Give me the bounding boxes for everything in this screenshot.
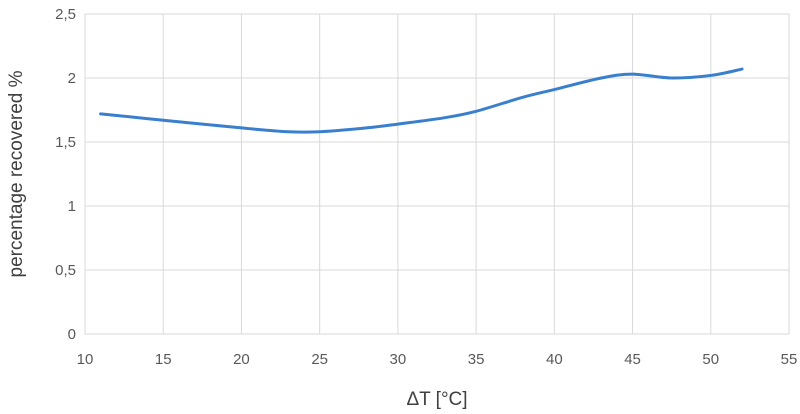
x-tick-label: 15 [155,351,172,368]
grid [84,13,790,335]
x-tick-label: 25 [311,351,328,368]
x-axis-title: ΔT [°C] [406,389,467,410]
x-tick-label: 20 [233,351,250,368]
x-tick-label: 40 [546,351,563,368]
tick-labels: 10 15 20 25 30 35 40 45 50 55 0 0,5 1 1,5 2 2,5 [55,6,797,368]
y-tick-label: 0 [68,326,76,343]
x-tick-label: 10 [77,351,94,368]
y-tick-label: 1,5 [55,134,76,151]
y-tick-label: 0,5 [55,262,76,279]
y-tick-label: 2 [68,70,76,87]
x-tick-label: 35 [468,351,485,368]
series-layer [99,67,744,134]
x-tick-label: 30 [390,351,407,368]
y-tick-label: 1 [68,198,76,215]
x-tick-label: 55 [781,351,798,368]
x-tick-label: 50 [702,351,719,368]
y-axis-title: percentage recovered % [6,70,27,277]
plot-area [84,13,790,335]
y-tick-label: 2,5 [55,6,76,23]
series-line [99,67,744,134]
x-tick-label: 45 [624,351,641,368]
